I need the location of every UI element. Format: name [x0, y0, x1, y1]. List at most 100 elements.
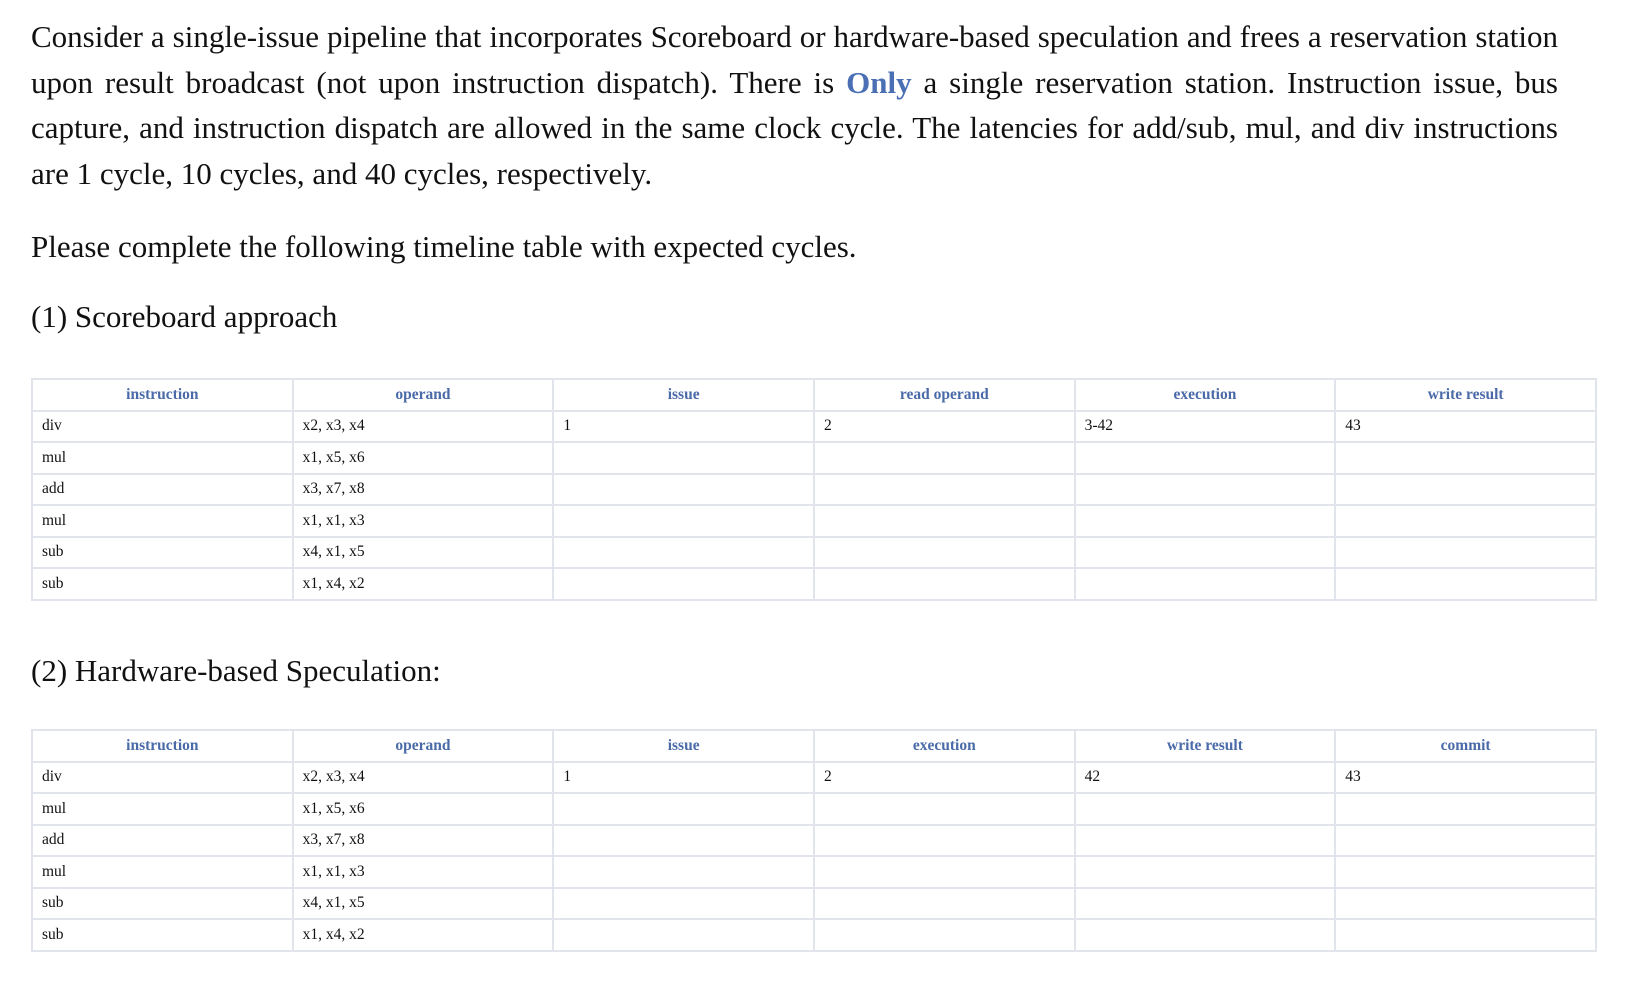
table-cell	[812, 823, 1076, 857]
column-header: execution	[812, 729, 1076, 763]
table-cell	[1334, 823, 1597, 857]
table-cell	[552, 823, 815, 857]
table-cell: 43	[1334, 409, 1597, 443]
table-cell: x2, x3, x4	[291, 409, 555, 443]
table-cell	[552, 855, 815, 889]
table-cell: sub	[31, 918, 294, 952]
table-cell	[812, 567, 1076, 601]
column-header: read operand	[812, 378, 1076, 412]
column-header: operand	[291, 729, 555, 763]
table-cell: x1, x1, x3	[291, 855, 555, 889]
table-cell	[1073, 918, 1337, 952]
table-cell	[1334, 886, 1597, 920]
table-cell	[1334, 855, 1597, 889]
table-cell: 2	[812, 760, 1076, 794]
table-cell: div	[31, 409, 294, 443]
instructions-prompt: Please complete the following timeline t…	[31, 229, 857, 264]
table-cell: x2, x3, x4	[291, 760, 555, 794]
table-cell	[1073, 823, 1337, 857]
table-cell	[812, 792, 1076, 826]
table-cell	[1334, 535, 1597, 569]
scoreboard-table: instruction operand issue read operand execu…	[31, 378, 1597, 601]
table-row: sub x1, x4, x2	[31, 918, 1597, 952]
statement-text-cont: a single reservation station. Instructio…	[31, 64, 1558, 191]
table-cell	[812, 535, 1076, 569]
table-cell	[1334, 472, 1597, 506]
column-header: execution	[1073, 378, 1337, 412]
table-cell: x3, x7, x8	[291, 472, 555, 506]
table-cell	[812, 504, 1076, 538]
table-cell: x1, x4, x2	[291, 567, 555, 601]
table-cell	[812, 855, 1076, 889]
header-row: instruction operand issue read operand execu…	[31, 378, 1597, 412]
table-cell: 3-42	[1073, 409, 1337, 443]
table-cell	[552, 535, 815, 569]
table-cell: x1, x5, x6	[291, 441, 555, 475]
table-cell: 1	[552, 760, 815, 794]
table-cell: x1, x5, x6	[291, 792, 555, 826]
speculation-table: instruction operand issue execution write re…	[31, 729, 1597, 952]
table-cell	[552, 504, 815, 538]
table-cell: 43	[1334, 760, 1597, 794]
table-cell: x1, x1, x3	[291, 504, 555, 538]
section-title-scoreboard: (1) Scoreboard approach	[31, 299, 338, 334]
table-row: mul x1, x1, x3	[31, 855, 1597, 889]
table-cell	[1073, 567, 1337, 601]
table-cell	[552, 918, 815, 952]
table-cell	[1073, 472, 1337, 506]
table-row: div x2, x3, x4 1 2 3-42 43	[31, 409, 1597, 443]
section-title-speculation: (2) Hardware-based Speculation:	[31, 653, 441, 688]
column-header: instruction	[31, 729, 294, 763]
table-cell: 2	[812, 409, 1076, 443]
table-cell	[552, 886, 815, 920]
table-row: div x2, x3, x4 1 2 42 43	[31, 760, 1597, 794]
table-cell	[1073, 504, 1337, 538]
table-cell	[1334, 441, 1597, 475]
header-row: instruction operand issue execution write re…	[31, 729, 1597, 763]
table-row: add x3, x7, x8	[31, 472, 1597, 506]
statement-text: Consider a single-issue pipeline that in…	[31, 19, 1558, 100]
table-cell	[1334, 567, 1597, 601]
table-row: mul x1, x5, x6	[31, 441, 1597, 475]
table-row: mul x1, x1, x3	[31, 504, 1597, 538]
column-header: operand	[291, 378, 555, 412]
highlight-only: Only	[846, 64, 912, 100]
table-cell: sub	[31, 567, 294, 601]
table-cell	[552, 441, 815, 475]
table-cell	[812, 441, 1076, 475]
table-cell	[1073, 792, 1337, 826]
table-cell: x3, x7, x8	[291, 823, 555, 857]
table-row: sub x4, x1, x5	[31, 535, 1597, 569]
table-cell: mul	[31, 504, 294, 538]
problem-statement: Consider a single-issue pipeline that in…	[31, 14, 1558, 196]
table-cell	[1334, 504, 1597, 538]
table-cell: add	[31, 472, 294, 506]
table-cell	[1073, 886, 1337, 920]
table-cell: x4, x1, x5	[291, 535, 555, 569]
column-header: write result	[1073, 729, 1337, 763]
table-row: mul x1, x5, x6	[31, 792, 1597, 826]
table-cell: 42	[1073, 760, 1337, 794]
table-cell	[1073, 441, 1337, 475]
table-cell	[552, 792, 815, 826]
table-cell: mul	[31, 441, 294, 475]
table-cell	[812, 918, 1076, 952]
table-cell	[552, 472, 815, 506]
table-row: add x3, x7, x8	[31, 823, 1597, 857]
table-cell: mul	[31, 792, 294, 826]
table-cell	[1334, 918, 1597, 952]
table-cell: x4, x1, x5	[291, 886, 555, 920]
table-cell: mul	[31, 855, 294, 889]
table-cell: add	[31, 823, 294, 857]
table-row: sub x4, x1, x5	[31, 886, 1597, 920]
table-cell: sub	[31, 886, 294, 920]
table-cell: x1, x4, x2	[291, 918, 555, 952]
column-header: issue	[552, 729, 815, 763]
table-cell: sub	[31, 535, 294, 569]
table-row: sub x1, x4, x2	[31, 567, 1597, 601]
column-header: commit	[1334, 729, 1597, 763]
column-header: issue	[552, 378, 815, 412]
table-cell	[812, 886, 1076, 920]
table-cell: 1	[552, 409, 815, 443]
table-cell	[1334, 792, 1597, 826]
